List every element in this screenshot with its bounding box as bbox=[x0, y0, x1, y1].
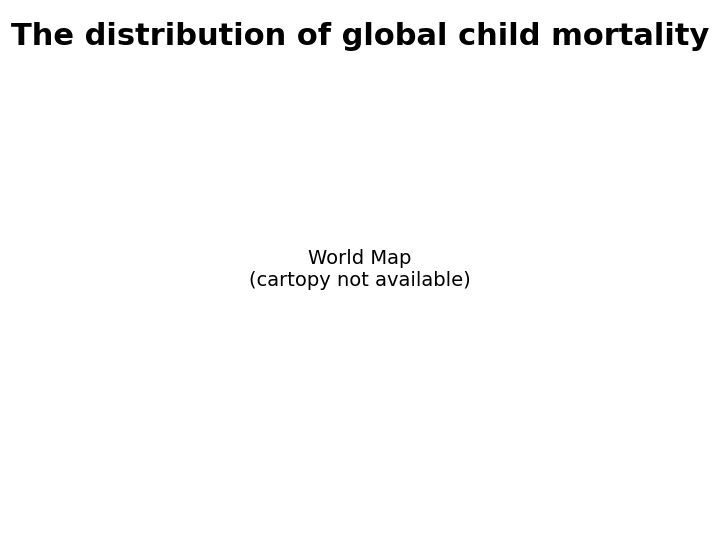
Text: World Map
(cartopy not available): World Map (cartopy not available) bbox=[249, 249, 471, 291]
Text: The distribution of global child mortality: The distribution of global child mortali… bbox=[11, 22, 709, 51]
